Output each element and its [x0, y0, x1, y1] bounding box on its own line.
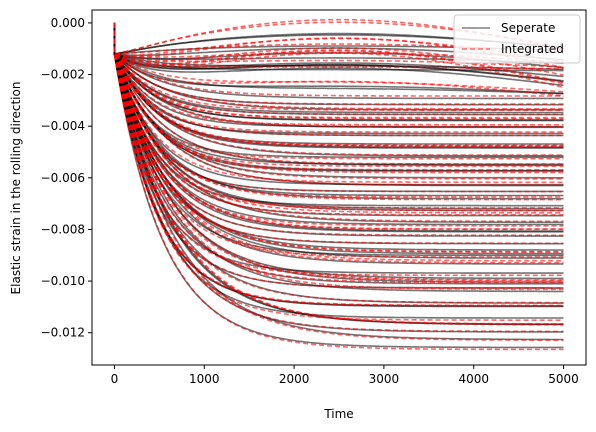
series-line-integrated — [113, 22, 564, 184]
series-line-seperate — [113, 22, 564, 265]
series-line-seperate — [113, 22, 564, 233]
x-tick-label: 5000 — [548, 372, 579, 386]
series-line-integrated — [113, 22, 564, 55]
series-line-integrated — [113, 22, 564, 227]
series-line-seperate — [113, 22, 564, 82]
series-line-integrated — [113, 22, 564, 304]
series-line-integrated — [113, 22, 564, 68]
series-line-integrated — [113, 22, 564, 111]
series-line-seperate — [113, 22, 564, 280]
series-line-integrated — [113, 22, 564, 193]
series-line-integrated — [113, 22, 564, 110]
series-line-seperate — [113, 22, 564, 341]
series-line-integrated — [113, 22, 564, 70]
series-line-integrated — [113, 22, 564, 216]
series-line-integrated — [113, 22, 564, 69]
series-line-integrated — [113, 22, 564, 289]
series-line-integrated — [113, 22, 564, 282]
series-line-integrated — [113, 22, 564, 174]
series-line-integrated — [113, 22, 564, 333]
series-line-integrated — [113, 22, 564, 64]
series-line-integrated — [113, 22, 564, 321]
series-line-integrated — [113, 22, 564, 105]
series-line-seperate — [113, 22, 564, 114]
x-tick-label: 1000 — [189, 372, 220, 386]
series-line-seperate — [113, 22, 564, 100]
y-tick-label: −0.004 — [41, 119, 85, 133]
series-line-seperate — [113, 22, 564, 87]
x-tick-label: 2000 — [279, 372, 310, 386]
y-tick-label: −0.002 — [41, 68, 85, 82]
series-line-integrated — [113, 22, 564, 147]
series-line-integrated — [113, 22, 564, 97]
series-line-seperate — [113, 22, 564, 159]
series-line-integrated — [113, 22, 564, 156]
series-line-integrated — [113, 22, 564, 147]
series-line-seperate — [113, 22, 564, 95]
series-line-seperate — [113, 22, 564, 226]
series-line-integrated — [113, 22, 564, 126]
series-line-seperate — [113, 22, 564, 95]
series-line-integrated — [113, 22, 564, 186]
series-line-integrated — [113, 22, 564, 237]
series-line-integrated — [113, 22, 564, 180]
series-line-seperate — [113, 22, 564, 207]
series-line-integrated — [113, 22, 564, 277]
series-line-seperate — [113, 22, 564, 257]
x-axis-label: Time — [323, 407, 353, 421]
series-line-integrated — [113, 22, 564, 84]
series-line-integrated — [113, 22, 564, 258]
series-line-integrated — [113, 22, 564, 116]
series-line-integrated — [113, 22, 564, 214]
series-line-integrated — [113, 22, 564, 245]
series-line-integrated — [113, 22, 564, 97]
series-line-seperate — [113, 22, 564, 122]
series-line-integrated — [113, 22, 564, 212]
series-line-integrated — [113, 22, 564, 351]
series-line-seperate — [113, 22, 564, 274]
y-tick-label: −0.008 — [41, 222, 85, 236]
series-line-integrated — [113, 22, 564, 76]
legend-label-integrated: Integrated — [501, 42, 564, 56]
series-line-seperate — [113, 22, 564, 251]
series-line-integrated — [113, 22, 564, 307]
series-line-integrated — [113, 22, 564, 133]
series-line-integrated — [113, 22, 564, 168]
series-line-seperate — [113, 22, 564, 200]
series-line-integrated — [113, 22, 564, 165]
series-line-integrated — [113, 22, 564, 231]
series-line-integrated — [113, 22, 564, 284]
series-line-integrated — [113, 22, 564, 120]
y-axis-label: Elastic strain in the rolling direction — [9, 82, 23, 295]
series-line-integrated — [113, 22, 564, 198]
series-line-integrated — [113, 22, 564, 262]
series-line-integrated — [113, 22, 564, 253]
y-tick-label: 0.000 — [51, 16, 85, 30]
legend: Seperate Integrated — [453, 14, 581, 64]
x-tick-label: 4000 — [458, 372, 489, 386]
y-tick-label: −0.012 — [41, 326, 85, 340]
series-line-seperate — [113, 22, 564, 135]
ticks-layer: 0 1000 2000 3000 4000 5000 0.000 −0.002 −0.004 −0… — [41, 16, 579, 386]
series-line-integrated — [113, 22, 564, 128]
series-line-integrated — [113, 22, 564, 137]
series-line-integrated — [113, 22, 564, 326]
series-line-integrated — [113, 22, 564, 209]
x-tick-label: 3000 — [369, 372, 400, 386]
y-tick-label: −0.006 — [41, 171, 85, 185]
legend-label-seperate: Seperate — [501, 21, 555, 35]
series-line-integrated — [113, 22, 564, 291]
series-line-integrated — [113, 22, 564, 93]
legend-box — [453, 14, 581, 64]
plot-frame — [91, 9, 587, 366]
y-tick-label: −0.010 — [41, 274, 85, 288]
x-tick-label: 0 — [111, 372, 119, 386]
